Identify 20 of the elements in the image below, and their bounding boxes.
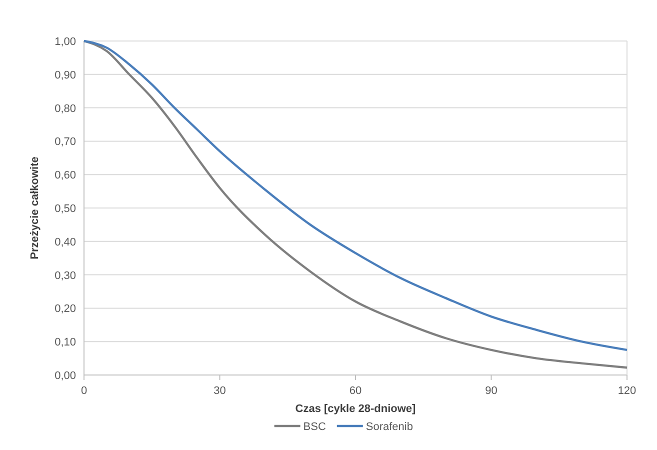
y-tick-label: 0,10 bbox=[54, 336, 76, 349]
y-tick-label: 0,90 bbox=[54, 69, 76, 82]
y-tick-label: 0,60 bbox=[54, 170, 76, 182]
y-tick-label: 0,00 bbox=[54, 370, 76, 382]
legend-label: Sorafenib bbox=[366, 421, 413, 433]
x-tick-label: 120 bbox=[618, 385, 636, 397]
legend-label: BSC bbox=[303, 421, 326, 433]
y-tick-label: 0,30 bbox=[54, 270, 76, 282]
x-tick-label: 60 bbox=[349, 385, 362, 397]
x-tick-label: 90 bbox=[485, 385, 498, 397]
y-axis-title: Przeżycie całkowite bbox=[29, 156, 41, 260]
x-tick-label: 0 bbox=[80, 385, 88, 397]
y-tick-label: 0,40 bbox=[54, 236, 76, 248]
y-tick-label: 0,50 bbox=[54, 203, 76, 215]
x-tick-label: 30 bbox=[214, 385, 226, 397]
x-axis-title: Czas [cykle 28-dniowe] bbox=[295, 403, 416, 415]
y-tick-label: 1,00 bbox=[54, 36, 76, 48]
y-tick-label: 0,70 bbox=[54, 136, 76, 148]
y-tick-label: 0,20 bbox=[54, 303, 76, 316]
y-tick-label: 0,80 bbox=[54, 102, 76, 115]
